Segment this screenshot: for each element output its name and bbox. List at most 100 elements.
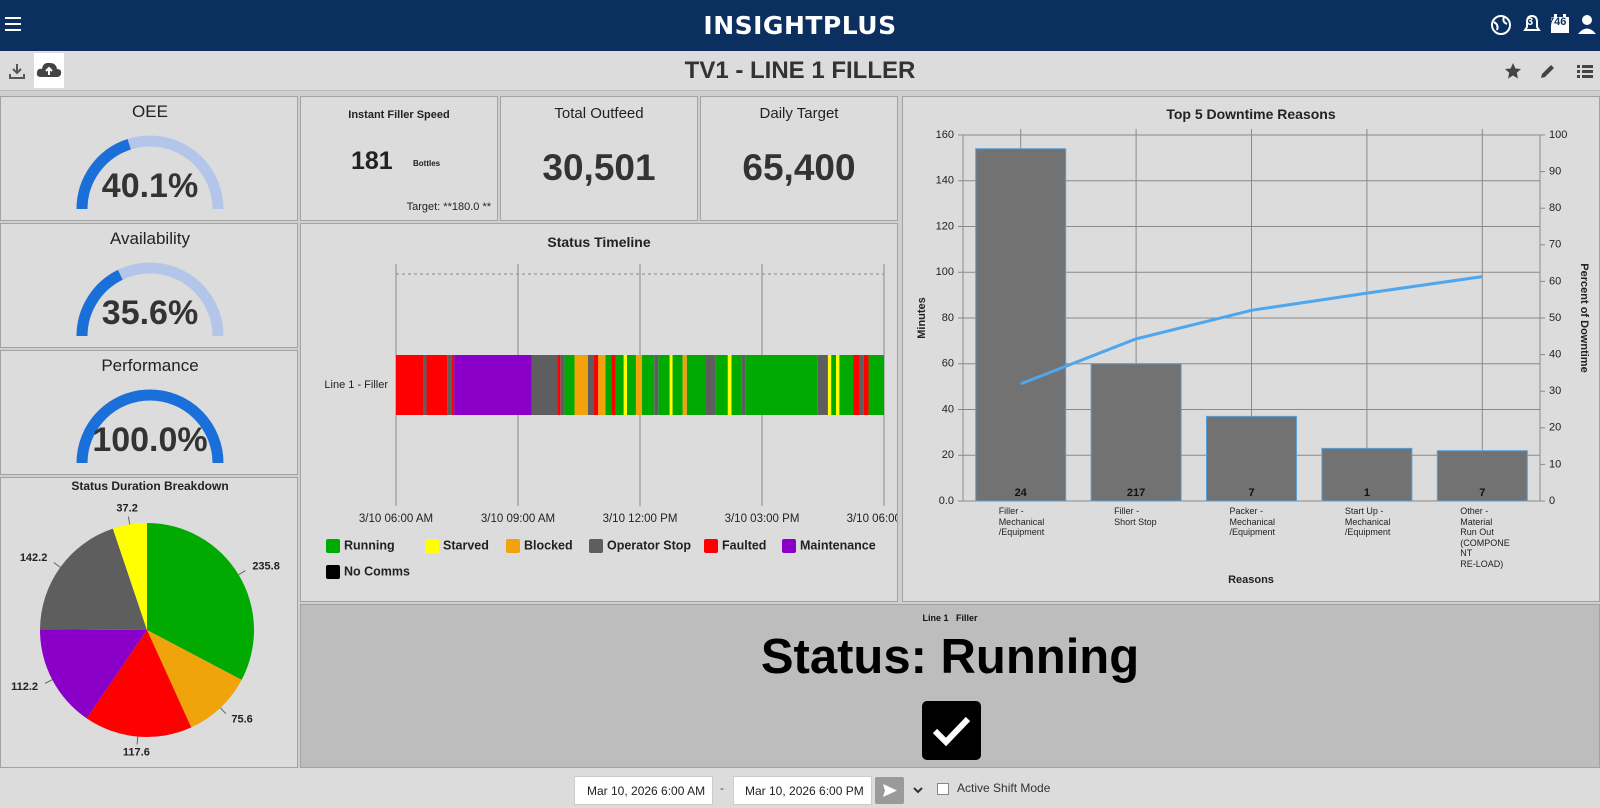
pie-slice [112, 523, 147, 630]
status-segment [564, 355, 575, 415]
y-tick-label: 60 [942, 358, 954, 370]
legend-label: Blocked [524, 538, 573, 552]
y-tick-label: 80 [942, 312, 954, 324]
y2-tick-label: 80 [1549, 202, 1561, 214]
timeline-title: Status Timeline [547, 234, 650, 250]
gauge: OEE 40.1% [76, 102, 224, 210]
pie-label: 142.2 [20, 552, 48, 564]
favorite-button[interactable] [1503, 61, 1523, 81]
speed-panel: Instant Filler Speed 181 Bottles Target:… [300, 96, 498, 221]
legend-swatch [506, 539, 520, 553]
leader-line [238, 570, 246, 576]
edit-button[interactable] [1538, 61, 1558, 81]
status-source: Line 1 Filler [301, 613, 1599, 623]
status-segment [587, 355, 594, 415]
status-segment [853, 355, 860, 415]
line-name: Line 1 [922, 613, 949, 623]
download-button[interactable] [7, 61, 27, 81]
leader-line [220, 707, 227, 715]
menu-button[interactable] [4, 14, 24, 34]
cloud-icon [36, 62, 62, 77]
status-segment [454, 355, 532, 415]
leader-line [53, 562, 61, 568]
status-segment [593, 355, 599, 415]
shift-mode-checkbox[interactable] [937, 783, 949, 795]
timeline-panel: Status Timeline Line 1 - Filler 3/10 06:… [300, 223, 898, 602]
pie-label: 75.6 [231, 713, 252, 725]
target-value: 65,400 [742, 147, 856, 188]
bar-count-label: 7 [1248, 487, 1254, 499]
globe-icon[interactable] [1490, 14, 1512, 36]
status-segment [560, 355, 565, 415]
status-segment [686, 355, 706, 415]
x-tick-label: Packer - Mechanical /Equipment [1229, 506, 1276, 537]
upload-button[interactable] [34, 53, 64, 88]
status-segment [868, 355, 884, 415]
row-label: Line 1 - Filler [324, 379, 388, 391]
bar [1436, 450, 1528, 502]
status-segment [727, 355, 732, 415]
outfeed-title: Total Outfeed [554, 105, 644, 122]
end-date-input[interactable]: Mar 10, 2026 6:00 PM [733, 776, 872, 805]
timeline-chart: Status Timeline Line 1 - Filler 3/10 06:… [324, 234, 897, 579]
gauge-value: 35.6% [102, 294, 198, 332]
gauge-value: 40.1% [102, 167, 198, 205]
start-date-input[interactable]: Mar 10, 2026 6:00 AM [574, 776, 713, 805]
leader-line [136, 736, 139, 745]
status-segment [831, 355, 837, 415]
pie-slice [40, 528, 147, 630]
pie-label: 37.2 [116, 503, 137, 515]
calendar-icon[interactable] [1548, 12, 1572, 36]
y-tick-label: 140 [936, 175, 954, 187]
status-segment [635, 355, 643, 415]
user-icon[interactable] [1576, 13, 1598, 35]
alerts-icon[interactable] [1520, 12, 1544, 36]
y-axis-label: Minutes [916, 297, 928, 339]
leader-line [44, 679, 53, 684]
line-series [1020, 275, 1483, 386]
bar-count-label: 1 [1364, 487, 1370, 499]
status-segment [741, 355, 746, 415]
bar [1321, 447, 1413, 502]
legend-label: Starved [443, 538, 489, 552]
pie-slice [40, 629, 147, 719]
status-segment [836, 355, 840, 415]
legend-swatch [326, 565, 340, 579]
status-segment [396, 355, 424, 415]
pareto-chart: Top 5 Downtime Reasons Minutes Percent o… [916, 106, 1590, 586]
status-segment [669, 355, 673, 415]
gauge: Performance 100.0% [76, 356, 224, 464]
pareto-panel: Top 5 Downtime Reasons Minutes Percent o… [902, 96, 1600, 602]
status-segment [863, 355, 869, 415]
y2-tick-label: 70 [1549, 239, 1561, 251]
legend-label: No Comms [344, 564, 410, 578]
target-title: Daily Target [759, 105, 839, 122]
pie-label: 235.8 [252, 560, 280, 572]
y-tick-label: 40 [942, 403, 954, 415]
x-tick-label: 3/10 03:00 PM [725, 513, 800, 525]
pie-slice [86, 630, 192, 737]
machine-name: Filler [956, 613, 978, 623]
leader-line [127, 516, 131, 525]
x-tick-label: 3/10 09:00 AM [481, 513, 555, 525]
list-button[interactable] [1575, 61, 1595, 81]
apply-button[interactable] [875, 777, 904, 804]
app-title: INSIGHTPLUS [703, 11, 897, 40]
gauge-title: Availability [110, 229, 191, 248]
status-segment [423, 355, 427, 415]
speed-target: Target: **180.0 ** [406, 201, 491, 213]
y2-tick-label: 0 [1549, 495, 1555, 507]
pie-label: 117.6 [123, 746, 150, 758]
pie-slice [147, 630, 242, 728]
status-segment [557, 355, 561, 415]
bar-count-label: 7 [1479, 487, 1485, 499]
y-tick-label: 120 [936, 220, 954, 232]
chart-title: Top 5 Downtime Reasons [1166, 106, 1336, 122]
y-tick-label: 160 [936, 129, 954, 141]
gauge-title: OEE [132, 102, 168, 121]
app-header: INSIGHTPLUS 3 746 [0, 0, 1600, 51]
dropdown-chevron[interactable] [912, 784, 924, 796]
calendar-badge: 746 [1548, 16, 1567, 28]
y2-tick-label: 50 [1549, 312, 1561, 324]
status-segment [658, 355, 670, 415]
